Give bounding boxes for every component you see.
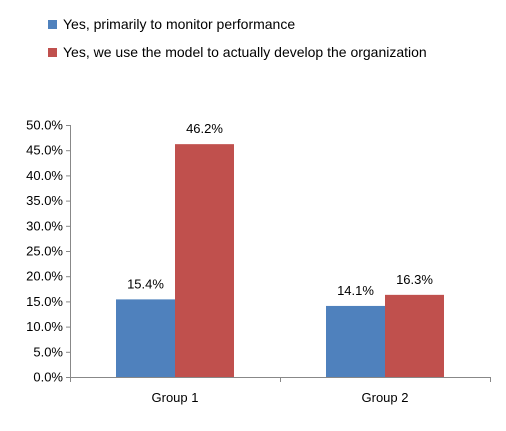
- y-tick-label: 10.0%: [26, 319, 63, 334]
- y-tick-label: 40.0%: [26, 168, 63, 183]
- y-tick-label: 0.0%: [33, 370, 63, 385]
- bar-develop-1: [175, 144, 234, 377]
- y-tick-label: 50.0%: [26, 118, 63, 133]
- legend-swatch-monitor: [48, 19, 57, 29]
- y-tick-label: 25.0%: [26, 244, 63, 259]
- category-labels: Group 1 Group 2: [152, 390, 409, 405]
- data-label: 16.3%: [396, 272, 433, 287]
- legend-label-monitor: Yes, primarily to monitor performance: [63, 16, 296, 32]
- data-label: 46.2%: [186, 121, 223, 136]
- y-tick-label: 5.0%: [33, 344, 63, 359]
- y-tick-label: 20.0%: [26, 269, 63, 284]
- legend-label-develop: Yes, we use the model to actually develo…: [63, 44, 427, 60]
- bar-develop-2: [385, 294, 444, 377]
- bar-monitor-1: [116, 299, 175, 377]
- x-axis-ticks: [70, 377, 491, 382]
- bars: [116, 144, 444, 377]
- y-tick-label: 15.0%: [26, 294, 63, 309]
- y-tick-label: 45.0%: [26, 143, 63, 158]
- legend-swatch-develop: [48, 47, 57, 57]
- legend-item-develop: Yes, we use the model to actually develo…: [48, 38, 427, 66]
- legend: Yes, primarily to monitor performance Ye…: [48, 10, 427, 66]
- data-label: 15.4%: [127, 276, 164, 291]
- x-category-label: Group 2: [362, 390, 409, 405]
- y-axis-ticks: 0.0% 5.0% 10.0% 15.0% 20.0% 25.0% 30.0% 35.0% 40…: [26, 118, 70, 385]
- legend-item-monitor: Yes, primarily to monitor performance: [48, 10, 427, 38]
- data-label: 14.1%: [337, 283, 374, 298]
- x-category-label: Group 1: [152, 390, 199, 405]
- bar-monitor-2: [326, 305, 385, 377]
- y-tick-label: 30.0%: [26, 218, 63, 233]
- data-labels: 15.4% 46.2% 14.1% 16.3%: [127, 121, 433, 298]
- y-tick-label: 35.0%: [26, 193, 63, 208]
